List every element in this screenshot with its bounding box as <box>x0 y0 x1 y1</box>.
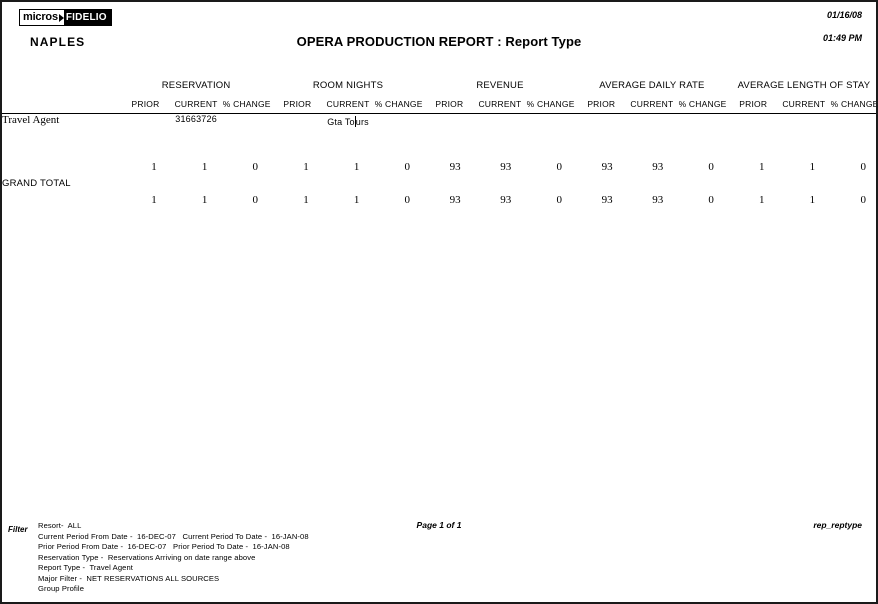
sub-header-cell: PRIOR <box>587 99 616 109</box>
grand-total-value: 1 <box>759 193 765 206</box>
grand-total-label: GRAND TOTAL <box>2 177 71 189</box>
sub-header-cell: PRIOR <box>435 99 464 109</box>
sub-header-cell: % CHANGE <box>830 99 878 109</box>
sub-header-cell: % CHANGE <box>374 99 423 109</box>
grand-total-value: 1 <box>809 193 816 206</box>
sub-header-cell: % CHANGE <box>678 99 727 109</box>
sub-header-cell: CURRENT <box>174 99 218 109</box>
sub-header-cell: % CHANGE <box>526 99 575 109</box>
page-indicator: Page 1 of 1 <box>416 520 462 530</box>
sub-header-cell: CURRENT <box>326 99 370 109</box>
sub-header-spacer <box>2 95 120 113</box>
detail-value: 93 <box>652 160 664 173</box>
sub-header-cell: % CHANGE <box>222 99 271 109</box>
table-row: 1 1 0 1 1 0 93 93 0 93 93 0 1 1 0 <box>2 191 876 208</box>
table-row: Travel Agent 31663726 Gta Tours <box>2 114 876 141</box>
sub-header-cell: CURRENT <box>630 99 674 109</box>
grand-total-value: 0 <box>404 193 411 206</box>
sub-header-row: PRIOR CURRENT % CHANGE PRIOR CURRENT % C… <box>2 95 878 113</box>
sub-header-cell: PRIOR <box>131 99 160 109</box>
group-header-row: RESERVATION ROOM NIGHTS REVENUE AVERAGE … <box>2 76 876 95</box>
grand-total-value: 0 <box>556 193 562 206</box>
group-header-average-daily-rate: AVERAGE DAILY RATE <box>599 80 705 91</box>
grand-total-value: 93 <box>500 193 512 206</box>
page-title: OPERA PRODUCTION REPORT : Report Type <box>296 34 582 49</box>
grand-total-value: 93 <box>449 193 461 206</box>
group-header-spacer <box>2 76 120 95</box>
filter-label: Filter <box>8 525 28 534</box>
detail-value: 1 <box>809 160 816 173</box>
report-id: rep_reptype <box>813 520 862 530</box>
production-table: RESERVATION ROOM NIGHTS REVENUE AVERAGE … <box>2 76 878 208</box>
sub-header-cell: CURRENT <box>478 99 522 109</box>
group-header-reservation: RESERVATION <box>161 80 231 91</box>
detail-value: 0 <box>556 160 562 173</box>
filter-line: Resort- ALL <box>38 521 82 530</box>
entity-code: 31663726 <box>175 114 217 124</box>
detail-row-label <box>2 158 120 175</box>
header-rule-cell <box>2 113 876 114</box>
sub-header-cell: CURRENT <box>782 99 826 109</box>
entity-name-part2: urs <box>355 117 369 127</box>
grand-total-value: 0 <box>860 193 867 206</box>
table-row: 1 1 0 1 1 0 93 93 0 93 93 0 1 1 0 <box>2 158 876 175</box>
grand-total-value: 93 <box>652 193 664 206</box>
sub-header-cell: PRIOR <box>739 99 768 109</box>
filter-line: Major Filter - NET RESERVATIONS ALL SOUR… <box>38 573 220 583</box>
filter-line: Prior Period From Date - 16-DEC-07 Prior… <box>38 542 290 551</box>
group-header-revenue: REVENUE <box>476 80 524 91</box>
group-header-average-length-of-stay: AVERAGE LENGTH OF STAY <box>737 80 871 91</box>
text-cursor-icon <box>354 116 356 127</box>
detail-value: 0 <box>404 160 411 173</box>
entity-name: Gta Tours <box>272 114 424 141</box>
detail-value: 1 <box>759 160 765 173</box>
right-arrow-icon <box>58 13 64 22</box>
grand-total-value: 1 <box>201 193 208 206</box>
filter-line: Report Type - Travel Agent <box>38 563 133 572</box>
grand-total-value: 0 <box>708 193 714 206</box>
grand-total-value: 93 <box>601 193 613 206</box>
detail-value: 1 <box>303 160 309 173</box>
property-name: NAPLES <box>30 35 86 49</box>
grand-total-value: 1 <box>303 193 309 206</box>
detail-value: 1 <box>201 160 208 173</box>
detail-value: 0 <box>708 160 714 173</box>
entity-type-label: Travel Agent <box>2 114 60 126</box>
detail-value: 93 <box>500 160 512 173</box>
filter-criteria-block: Resort- ALL Current Period From Date - 1… <box>38 521 309 595</box>
grand-total-label-row: GRAND TOTAL <box>2 175 876 191</box>
detail-value: 93 <box>449 160 461 173</box>
grand-total-value: 1 <box>353 193 360 206</box>
detail-value: 0 <box>252 160 259 173</box>
detail-value: 1 <box>353 160 360 173</box>
entity-name-part1: Gta To <box>327 117 355 127</box>
filter-line: Current Period From Date - 16-DEC-07 Cur… <box>38 531 309 541</box>
entity-row-filler <box>424 114 876 141</box>
micros-fidelio-logo: micros FIDELIO <box>19 9 112 26</box>
logo-micros-text: micros <box>20 10 59 25</box>
grand-total-label-filler <box>120 175 876 191</box>
filter-line: Group Profile <box>38 584 85 593</box>
detail-value: 1 <box>151 160 157 173</box>
grand-total-row-label <box>2 191 120 208</box>
report-table-area: RESERVATION ROOM NIGHTS REVENUE AVERAGE … <box>2 76 876 208</box>
grand-total-value: 0 <box>252 193 259 206</box>
filter-line: Reservation Type - Reservations Arriving… <box>38 552 256 562</box>
header-rule <box>2 113 876 114</box>
grand-total-value: 1 <box>151 193 157 206</box>
detail-value: 0 <box>860 160 867 173</box>
spacer-cell <box>2 140 876 158</box>
print-date: 01/16/08 <box>826 10 862 20</box>
sub-header-cell: PRIOR <box>283 99 312 109</box>
logo-fidelio-text: FIDELIO <box>63 10 111 25</box>
print-time: 01:49 PM <box>822 33 862 43</box>
spacer-row <box>2 140 876 158</box>
detail-value: 93 <box>601 160 613 173</box>
group-header-room-nights: ROOM NIGHTS <box>312 80 384 91</box>
